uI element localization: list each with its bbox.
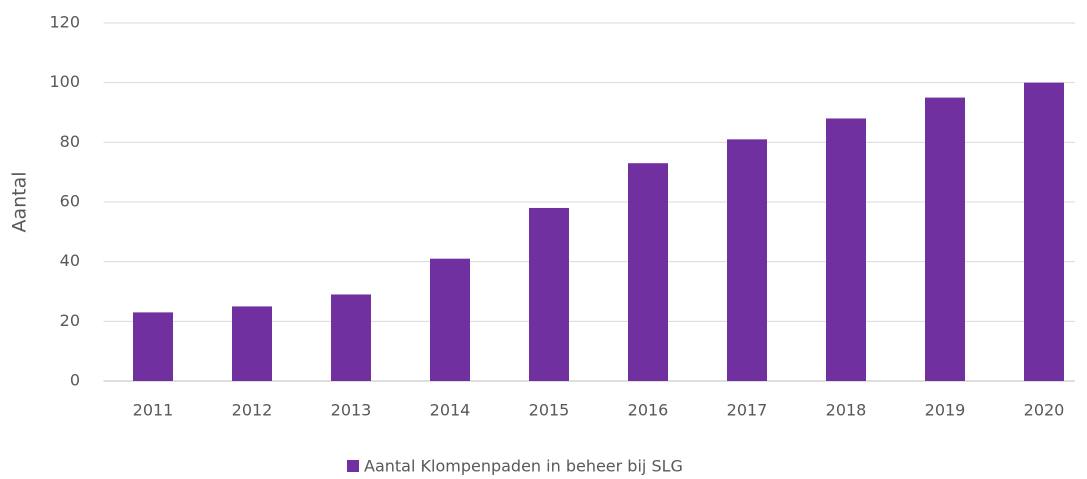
y-tick-label: 20	[60, 311, 80, 330]
x-tick-label: 2012	[232, 401, 273, 420]
x-tick-label: 2020	[1024, 401, 1065, 420]
legend-swatch	[347, 460, 359, 472]
y-tick-label: 60	[60, 192, 80, 211]
y-tick-label: 0	[70, 371, 80, 390]
y-tick-label: 100	[49, 72, 80, 91]
x-tick-label: 2019	[925, 401, 966, 420]
y-axis-label: Aantal	[9, 171, 31, 232]
bar	[133, 312, 173, 381]
x-tick-label: 2014	[430, 401, 471, 420]
y-tick-label: 80	[60, 132, 80, 151]
bar	[1024, 82, 1064, 382]
y-tick-label: 40	[60, 251, 80, 270]
bar	[232, 306, 272, 381]
x-tick-label: 2018	[826, 401, 867, 420]
bar	[826, 118, 866, 381]
y-tick-label: 120	[49, 13, 80, 32]
bar	[331, 294, 371, 381]
x-tick-label: 2013	[331, 401, 372, 420]
x-tick-label: 2015	[529, 401, 570, 420]
bar	[727, 139, 767, 381]
legend-label: Aantal Klompenpaden in beheer bij SLG	[364, 457, 683, 476]
bar	[925, 97, 965, 381]
bar	[628, 163, 668, 381]
bar	[430, 258, 470, 381]
x-tick-label: 2017	[727, 401, 768, 420]
x-tick-label: 2011	[133, 401, 174, 420]
bar	[529, 207, 569, 381]
x-tick-label: 2016	[628, 401, 669, 420]
